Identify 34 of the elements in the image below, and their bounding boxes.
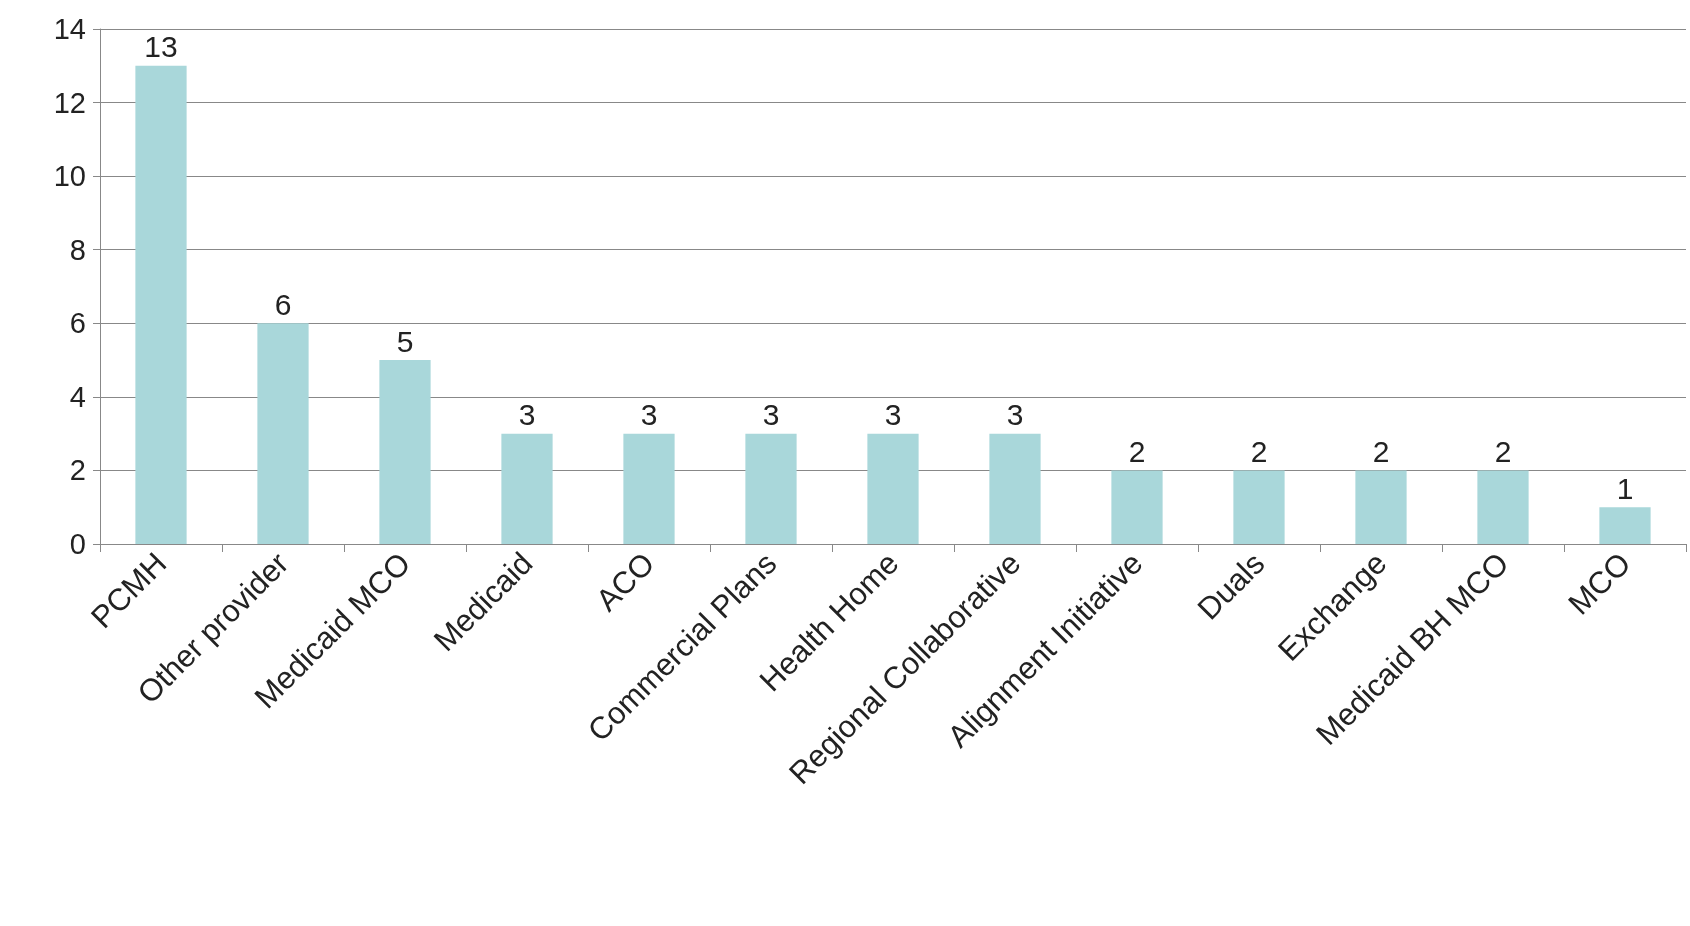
bar	[135, 65, 187, 544]
data-label: 6	[274, 287, 292, 321]
bar	[745, 433, 797, 544]
data-label: 13	[144, 30, 178, 64]
bar	[1111, 470, 1163, 544]
bar	[867, 433, 919, 544]
data-label: 2	[1494, 434, 1512, 468]
bar	[379, 360, 431, 544]
y-tick-label: 12	[53, 86, 86, 119]
y-tick-label: 8	[69, 233, 86, 266]
bar	[1477, 470, 1529, 544]
y-tick-label: 6	[69, 307, 86, 340]
bar	[501, 433, 553, 544]
bar	[257, 323, 309, 544]
y-tick-label: 4	[69, 380, 86, 413]
bar	[989, 433, 1041, 544]
bar	[623, 433, 675, 544]
bar	[1233, 470, 1285, 544]
data-label: 3	[518, 398, 536, 432]
bar	[1355, 470, 1407, 544]
data-label: 2	[1128, 434, 1146, 468]
data-label: 2	[1372, 434, 1390, 468]
data-label: 1	[1616, 471, 1634, 505]
data-label: 5	[396, 324, 414, 358]
data-label: 3	[884, 398, 902, 432]
y-tick-label: 10	[53, 160, 86, 193]
data-label: 3	[762, 398, 780, 432]
data-label: 3	[640, 398, 658, 432]
data-label: 3	[1006, 398, 1024, 432]
data-label: 2	[1250, 434, 1268, 468]
y-tick-label: 2	[69, 454, 86, 487]
bar	[1599, 507, 1651, 544]
y-tick-label: 0	[69, 528, 86, 560]
y-tick-label: 14	[53, 13, 86, 45]
